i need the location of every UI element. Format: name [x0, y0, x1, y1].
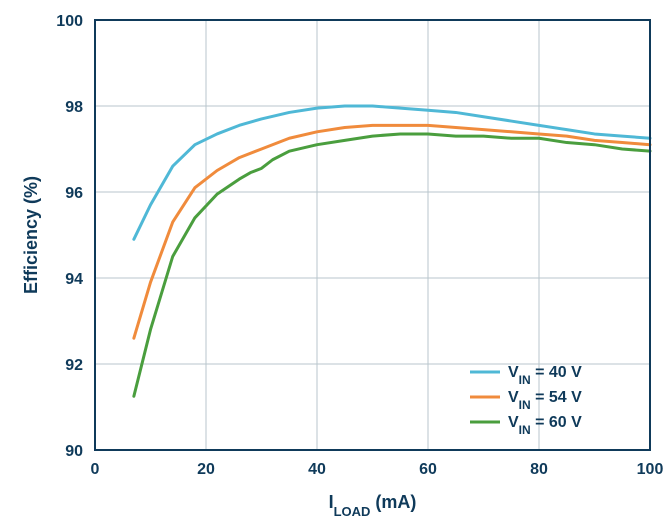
y-tick-label: 100 — [56, 13, 83, 30]
x-tick-label: 80 — [530, 461, 548, 478]
x-tick-label: 60 — [419, 461, 437, 478]
y-tick-label: 96 — [65, 185, 83, 202]
x-tick-label: 100 — [637, 461, 664, 478]
efficiency-chart: 0204060801009092949698100ILOAD (mA)Effic… — [0, 0, 672, 531]
x-tick-label: 20 — [197, 461, 215, 478]
x-tick-label: 40 — [308, 461, 326, 478]
y-tick-label: 98 — [65, 99, 83, 116]
y-tick-label: 92 — [65, 357, 83, 374]
chart-bg — [0, 0, 672, 531]
y-tick-label: 90 — [65, 443, 83, 460]
chart-svg: 0204060801009092949698100ILOAD (mA)Effic… — [0, 0, 672, 531]
x-tick-label: 0 — [91, 461, 100, 478]
y-tick-label: 94 — [65, 271, 83, 288]
y-axis-title: Efficiency (%) — [21, 176, 41, 294]
